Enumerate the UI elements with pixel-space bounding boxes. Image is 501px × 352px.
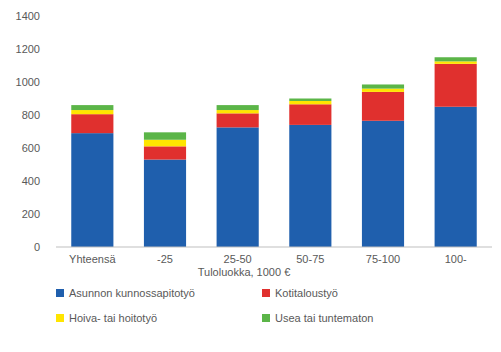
bar-segment	[144, 146, 186, 159]
bar-segment	[217, 127, 259, 247]
bar-segment	[71, 114, 113, 133]
bar-segment	[144, 160, 186, 247]
bar-segment	[289, 99, 331, 101]
legend-label: Asunnon kunnossapitotyö	[69, 287, 195, 299]
bar-segment	[362, 89, 404, 92]
y-tick-label: 800	[22, 109, 40, 121]
x-tick-label: 50-75	[296, 253, 324, 265]
bar-segment	[217, 105, 259, 110]
bar-segment	[71, 110, 113, 114]
legend-label: Usea tai tuntematon	[275, 312, 373, 324]
bar-segment	[71, 105, 113, 110]
y-tick-label: 200	[22, 208, 40, 220]
y-tick-label: 400	[22, 175, 40, 187]
bar-segment	[362, 92, 404, 121]
chart-svg: 0 200 400 600 800 1000 1200 1400 Yhteensä -25 25-5…	[0, 0, 501, 352]
x-tick-label: 25-50	[224, 253, 252, 265]
bar-segment	[362, 84, 404, 88]
x-axis-label: Tuloluokka, 1000 €	[198, 266, 291, 278]
bar-segment	[435, 61, 477, 63]
legend-swatch	[56, 289, 64, 297]
chart-container: 0 200 400 600 800 1000 1200 1400 Yhteensä -25 25-5…	[0, 0, 501, 352]
bar-segment	[289, 104, 331, 125]
bar-segment	[217, 113, 259, 127]
x-tick-label: 75-100	[366, 253, 400, 265]
bar-segment	[144, 132, 186, 139]
legend-swatch	[56, 314, 64, 322]
bar-segment	[217, 110, 259, 113]
x-tick-label: 100-	[445, 253, 467, 265]
legend-label: Hoiva- tai hoitotyö	[69, 312, 157, 324]
legend-swatch	[262, 314, 270, 322]
bar-segment	[435, 107, 477, 247]
y-tick-label: 1400	[16, 10, 40, 22]
bar-segment	[435, 57, 477, 61]
x-tick-label: Yhteensä	[69, 253, 116, 265]
bar-segment	[289, 101, 331, 104]
y-tick-label: 1000	[16, 76, 40, 88]
y-tick-label: 600	[22, 142, 40, 154]
bar-segment	[435, 64, 477, 107]
y-tick-label: 1200	[16, 43, 40, 55]
legend-swatch	[262, 289, 270, 297]
x-tick-label: -25	[157, 253, 173, 265]
bar-segment	[144, 140, 186, 147]
legend-label: Kotitaloustyö	[275, 287, 338, 299]
x-axis-line	[56, 247, 492, 248]
y-tick-label: 0	[34, 241, 40, 253]
bars	[71, 57, 476, 247]
bar-segment	[362, 121, 404, 247]
bar-segment	[71, 133, 113, 247]
bar-segment	[289, 125, 331, 247]
